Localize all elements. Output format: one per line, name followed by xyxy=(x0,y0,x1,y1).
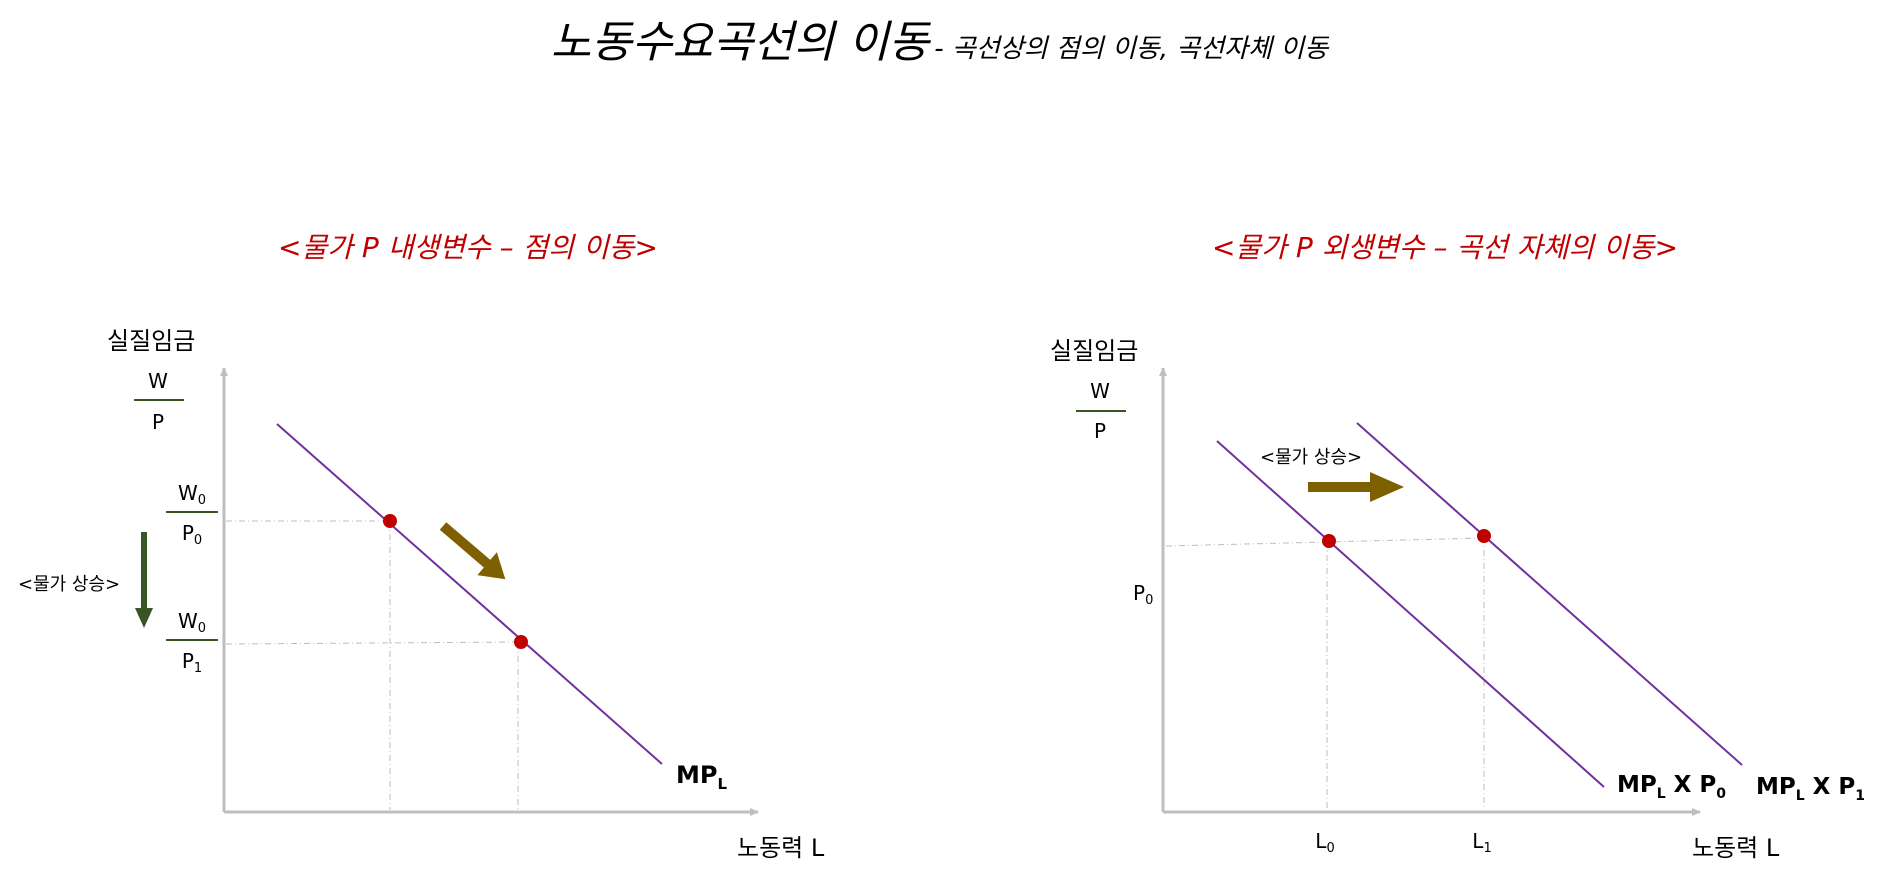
equilibrium-point-l0 xyxy=(1322,534,1336,548)
page-title-row: 노동수요곡선의 이동 - 곡선상의 점의 이동, 곡선자체 이동 xyxy=(0,6,1879,70)
left-price-rise-note: <물가 상승> xyxy=(18,574,120,595)
mpl-p1-curve xyxy=(1356,422,1743,766)
equilibrium-point-2 xyxy=(514,635,528,649)
mpl-curve xyxy=(276,423,663,765)
left-y-fraction-num: W xyxy=(148,369,168,393)
equilibrium-point-l1 xyxy=(1477,529,1491,543)
left-y-axis-label: 실질임금 xyxy=(107,327,195,355)
tick-w0-p0-num: W0 xyxy=(178,481,206,508)
right-x-axis-label: 노동력 L xyxy=(1692,834,1780,862)
equilibrium-point-1 xyxy=(383,514,397,528)
tick-w0-p0-den: P0 xyxy=(182,521,202,548)
left-guide-h2 xyxy=(225,641,522,645)
right-panel-title: <물가 P 외생변수 – 곡선 자체의 이동> xyxy=(1211,231,1679,264)
right-y-fraction-den: P xyxy=(1094,419,1106,443)
right-panel: 실질임금 W P P0 <물가 상승> L0 L1 노동력 L MPL X P0… xyxy=(1050,337,1865,862)
right-y-fraction-num: W xyxy=(1090,379,1110,403)
page-title: 노동수요곡선의 이동 xyxy=(550,17,930,68)
price-rise-down-arrow xyxy=(135,532,153,628)
tick-w0-p1-num: W0 xyxy=(178,609,206,636)
mpl-p1-curve-label: MPL X P1 xyxy=(1756,774,1865,804)
mpl-curve-label: MPL xyxy=(676,761,727,793)
left-x-axis-label: 노동력 L xyxy=(737,834,825,862)
mpl-p0-curve-label: MPL X P0 xyxy=(1617,772,1726,802)
right-price-rise-note: <물가 상승> xyxy=(1260,447,1362,468)
movement-along-curve-arrow xyxy=(439,522,506,580)
left-panel: 실질임금 W P W0 P0 W0 P1 <물가 상승> 노동력 L MPL xyxy=(18,327,825,862)
right-y-tick-p0: P0 xyxy=(1133,581,1153,608)
x-tick-l1: L1 xyxy=(1472,829,1491,856)
x-tick-l0: L0 xyxy=(1315,829,1334,856)
curve-shift-arrow xyxy=(1308,472,1404,502)
right-y-axis-label: 실질임금 xyxy=(1050,337,1138,365)
mpl-p0-curve xyxy=(1216,440,1605,788)
left-y-fraction-den: P xyxy=(152,410,164,434)
tick-w0-p1-den: P1 xyxy=(182,649,202,676)
left-panel-title: <물가 P 내생변수 – 점의 이동> xyxy=(278,231,658,264)
page-subtitle: - 곡선상의 점의 이동, 곡선자체 이동 xyxy=(934,34,1329,64)
